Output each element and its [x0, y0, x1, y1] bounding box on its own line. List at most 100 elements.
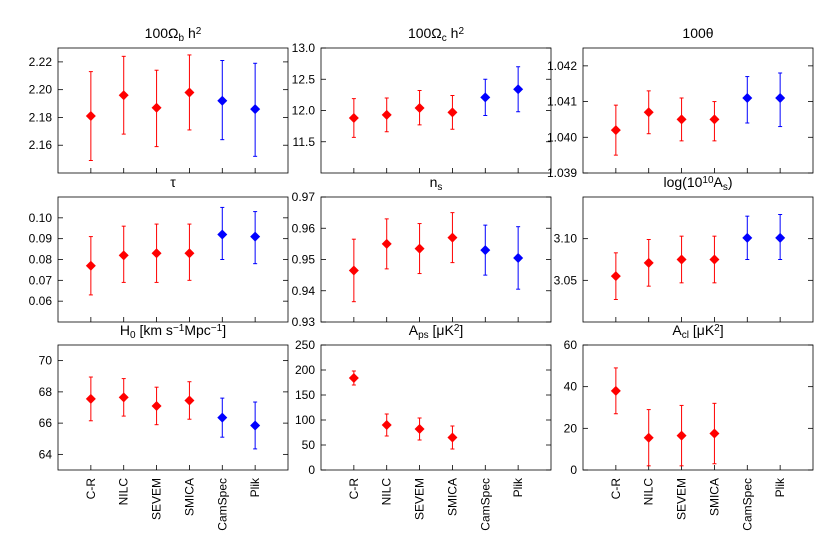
data-point-nilc: [381, 238, 392, 249]
y-tick-label: 1.042: [547, 59, 577, 73]
x-category-label: SMICA: [445, 478, 459, 516]
y-tick-label: 12.5: [292, 72, 316, 86]
x-category-label: SMICA: [182, 478, 196, 516]
data-point-c-r: [85, 260, 96, 271]
panel-title: ns: [430, 174, 443, 193]
x-category-label: Plik: [773, 477, 787, 497]
y-tick-label: 13.0: [292, 41, 316, 55]
data-point-sevem: [414, 103, 425, 113]
panel-6: log(1010As) 3.05 3.10: [554, 174, 814, 323]
x-category-label: SEVEM: [150, 478, 164, 520]
panel-3: 100θ 1.039 1.040 1.041 1.042: [547, 25, 814, 180]
data-point-camspec: [480, 92, 491, 103]
data-point-nilc: [118, 90, 129, 101]
y-tick-label: 2.20: [29, 83, 53, 97]
data-point-sevem: [414, 424, 425, 434]
data-point-smica: [447, 232, 458, 243]
y-tick-label: 20: [564, 421, 578, 435]
y-tick-label: 50: [302, 438, 316, 452]
panel-2: 100Ωc h2 11.5 12.0 12.5 13.0: [292, 25, 552, 174]
y-tick-label: 0.09: [29, 232, 53, 246]
x-category-label: Plik: [248, 477, 262, 497]
data-point-plik: [250, 231, 261, 242]
x-category-label: CamSpec: [478, 478, 492, 531]
y-tick-label: 0: [570, 463, 577, 477]
data-point-nilc: [643, 107, 654, 118]
data-point-plik: [775, 93, 786, 103]
data-point-c-r: [610, 385, 621, 396]
x-category-label: SMICA: [707, 478, 721, 516]
data-point-camspec: [742, 232, 753, 243]
y-tick-label: 0.10: [29, 211, 53, 225]
x-category-label: CamSpec: [740, 478, 754, 531]
data-point-smica: [447, 107, 458, 118]
x-category-label: NILC: [117, 478, 131, 506]
y-tick-label: 2.18: [29, 110, 53, 124]
plot-frame: [582, 196, 814, 323]
data-point-camspec: [742, 93, 753, 103]
plot-frame: [320, 344, 552, 471]
data-point-nilc: [643, 257, 654, 268]
plot-frame: [57, 344, 289, 471]
y-tick-label: 0: [308, 463, 315, 477]
x-category-label: C-R: [347, 478, 361, 500]
x-category-label: C-R: [84, 478, 98, 500]
panel-7: H0 [km s−1Mpc−1] 64 66 68 70 C-R NILC SEVEM SMIC…: [39, 322, 289, 531]
y-tick-label: 100: [295, 413, 315, 427]
y-tick-label: 0.93: [292, 315, 316, 329]
panel-5: ns 0.93 0.94 0.95 0.96 0.97: [292, 174, 552, 329]
panel-title: 100θ: [682, 25, 713, 41]
y-tick-label: 70: [39, 354, 53, 368]
panel-9: Acl [μK2] 0 20 40 60 C-R NILC SEVEM SMICA CamSpec…: [564, 322, 814, 531]
plot-frame: [57, 196, 289, 323]
data-point-c-r: [85, 393, 96, 404]
plot-frame: [582, 47, 814, 174]
y-tick-label: 0.96: [292, 221, 316, 235]
y-tick-label: 150: [295, 388, 315, 402]
data-point-c-r: [348, 373, 359, 383]
y-tick-label: 60: [564, 338, 578, 352]
data-point-plik: [250, 420, 261, 431]
data-point-sevem: [676, 254, 687, 265]
data-point-sevem: [676, 114, 687, 125]
y-tick-label: 0.95: [292, 253, 316, 267]
y-tick-label: 0.06: [29, 294, 53, 308]
y-tick-label: 40: [564, 380, 578, 394]
y-tick-label: 68: [39, 385, 53, 399]
data-point-nilc: [381, 109, 392, 120]
panel-4: τ 0.06 0.07 0.08 0.09 0.10: [29, 174, 289, 323]
x-category-label: CamSpec: [215, 478, 229, 531]
y-tick-label: 0.07: [29, 273, 53, 287]
data-point-camspec: [217, 95, 228, 106]
y-tick-label: 0.08: [29, 253, 53, 267]
panel-title: Acl [μK2]: [672, 322, 723, 341]
data-point-sevem: [151, 400, 162, 411]
data-point-camspec: [480, 245, 491, 256]
data-point-smica: [184, 248, 195, 259]
data-point-smica: [184, 87, 195, 98]
data-point-smica: [447, 432, 458, 443]
data-point-camspec: [217, 412, 228, 423]
data-point-c-r: [610, 271, 621, 282]
data-point-c-r: [85, 111, 96, 122]
data-point-smica: [709, 428, 720, 439]
x-category-label: NILC: [642, 478, 656, 506]
data-point-c-r: [348, 265, 359, 276]
y-tick-label: 1.041: [547, 95, 577, 109]
x-category-label: SEVEM: [675, 478, 689, 520]
data-point-sevem: [151, 248, 162, 259]
data-point-smica: [709, 254, 720, 265]
data-point-nilc: [381, 420, 392, 430]
y-tick-label: 250: [295, 338, 315, 352]
data-point-c-r: [610, 125, 621, 136]
y-tick-label: 11.5: [293, 135, 316, 149]
data-point-camspec: [217, 229, 228, 240]
data-point-sevem: [151, 102, 162, 113]
panel-title: 100Ωb h2: [145, 25, 202, 44]
data-point-plik: [775, 232, 786, 243]
y-tick-label: 2.16: [29, 138, 53, 152]
y-tick-label: 1.039: [547, 166, 577, 180]
y-tick-label: 2.22: [29, 55, 53, 69]
panel-8: Aps [μK2] 0 50 100 150 200 250 C-R NILC SEVEM SMIC…: [295, 322, 552, 531]
